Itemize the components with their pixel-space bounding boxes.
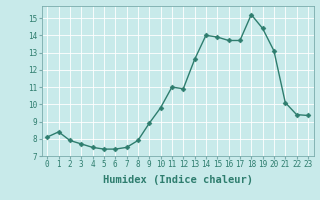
X-axis label: Humidex (Indice chaleur): Humidex (Indice chaleur)	[103, 175, 252, 185]
